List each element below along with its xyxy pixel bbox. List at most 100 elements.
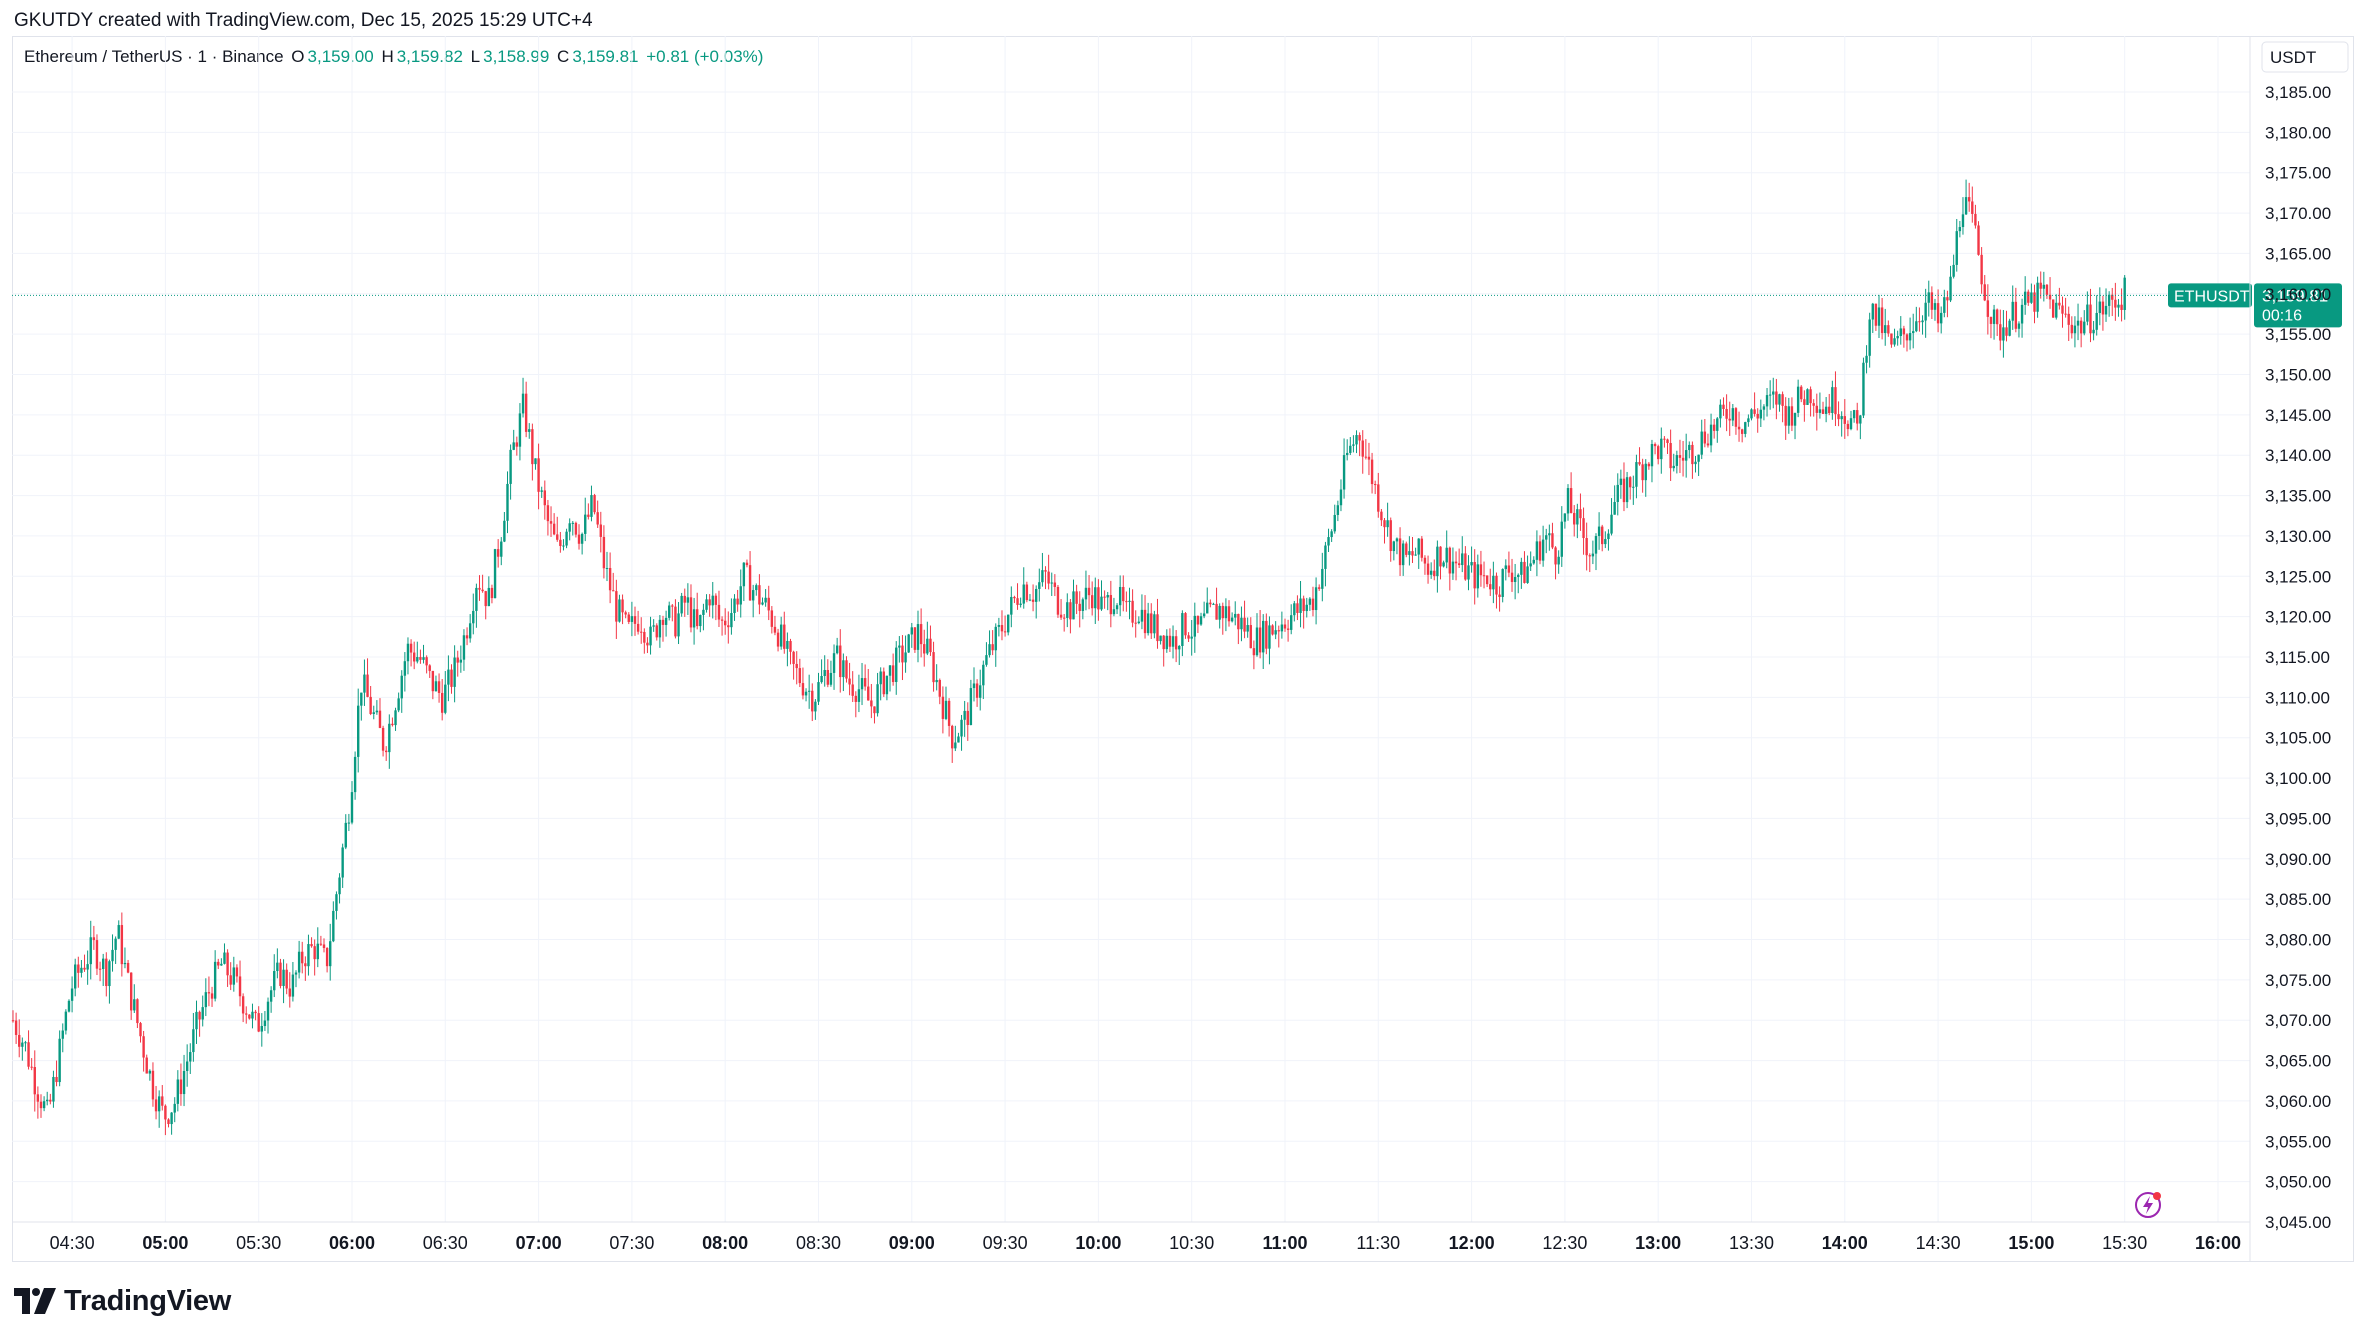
- candle-body: [929, 638, 932, 653]
- candle-body: [1961, 214, 1965, 228]
- candle-body: [1756, 413, 1759, 419]
- candle-body: [829, 672, 833, 685]
- candle-body: [1389, 520, 1392, 552]
- candle-body: [1868, 319, 1871, 356]
- candle-body: [444, 684, 447, 713]
- candle-body: [1361, 440, 1364, 457]
- lightning-icon[interactable]: [2135, 1192, 2161, 1218]
- chart-frame[interactable]: [12, 36, 2354, 1262]
- candle-body: [860, 678, 864, 690]
- candle-body: [2070, 324, 2074, 334]
- candle-body: [1678, 455, 1682, 458]
- candle-body: [1884, 325, 1887, 334]
- candle-body: [776, 632, 780, 647]
- candle-body: [1047, 571, 1050, 584]
- candle-body: [1125, 601, 1128, 603]
- candle-body: [705, 599, 708, 610]
- candle-body: [1908, 333, 1912, 341]
- symbol-legend[interactable]: Ethereum / TetherUS · 1 · Binance O 3,159…: [24, 47, 766, 67]
- candle-body: [1112, 609, 1116, 615]
- time-tick-label: 09:00: [889, 1233, 935, 1253]
- candle-body: [1784, 405, 1787, 426]
- symbol-name[interactable]: Ethereum / TetherUS · 1 · Binance: [24, 47, 284, 66]
- close-value: 3,159.81: [572, 47, 639, 66]
- candle-body: [1936, 303, 1940, 324]
- candle-body: [133, 999, 136, 1011]
- candle-body: [120, 925, 124, 965]
- candle-body: [2039, 282, 2042, 289]
- candle-body: [92, 937, 96, 941]
- candle-body: [842, 660, 845, 678]
- candle-body: [297, 951, 301, 973]
- candle-body: [1675, 455, 1679, 466]
- candle-body: [2104, 305, 2108, 315]
- candle-body: [584, 514, 587, 534]
- candle-body: [70, 988, 74, 1001]
- time-tick-label: 11:30: [1356, 1233, 1400, 1253]
- lightning-icon-ring: [2135, 1192, 2161, 1218]
- candle-body: [571, 522, 574, 524]
- candle-body: [1737, 426, 1741, 430]
- candle-body: [273, 971, 276, 991]
- candle-body: [1787, 406, 1791, 426]
- candle-body: [528, 429, 531, 432]
- candle-body: [988, 644, 991, 656]
- price-tick-label: 3,145.00: [2265, 406, 2331, 425]
- candle-body: [826, 669, 830, 685]
- candle-body: [1538, 541, 1542, 561]
- candle-body: [64, 1011, 68, 1031]
- candle-body: [357, 705, 360, 757]
- candle-body: [1641, 464, 1644, 481]
- candle-body: [39, 1101, 43, 1109]
- candle-body: [1750, 409, 1753, 419]
- high-value: 3,159.82: [396, 47, 463, 66]
- candle-body: [1983, 284, 1986, 301]
- candle-body: [783, 624, 786, 649]
- candle-body: [2020, 304, 2024, 324]
- candle-body: [801, 683, 805, 696]
- candle-body: [1849, 418, 1853, 430]
- candle-body: [428, 665, 431, 671]
- candle-body: [1221, 605, 1224, 619]
- candle-body: [1728, 418, 1731, 421]
- candle-body: [220, 963, 223, 966]
- price-tick-label: 3,115.00: [2265, 648, 2330, 667]
- candle-body: [932, 652, 935, 683]
- candle-body: [1517, 574, 1520, 578]
- candle-body: [1551, 533, 1554, 548]
- candle-body: [1700, 431, 1703, 455]
- open-value: 3,159.00: [307, 47, 374, 66]
- candle-body: [580, 533, 584, 544]
- candle-body: [400, 675, 403, 699]
- candle-body: [409, 643, 413, 653]
- candle-body: [1616, 484, 1619, 502]
- candle-body: [1181, 613, 1184, 646]
- candle-body: [773, 626, 777, 633]
- tradingview-logo[interactable]: TradingView: [14, 1283, 231, 1319]
- candle-body: [633, 616, 637, 624]
- candle-body: [714, 595, 718, 605]
- candle-body: [552, 523, 556, 535]
- candle-body: [1327, 537, 1330, 546]
- candle-body: [587, 514, 590, 517]
- candle-body: [1274, 630, 1277, 635]
- candle-body: [1137, 621, 1141, 624]
- candle-body: [2120, 304, 2123, 310]
- candle-body: [935, 679, 938, 683]
- candle-body: [717, 604, 721, 620]
- candle-body: [807, 690, 811, 692]
- candle-body: [1215, 603, 1218, 620]
- candle-body: [1482, 575, 1486, 577]
- candle-body: [615, 591, 618, 622]
- candle-body: [1106, 595, 1109, 598]
- candle-body: [282, 969, 285, 986]
- candle-body: [1103, 596, 1106, 598]
- candle-body: [994, 626, 997, 651]
- candle-body: [1439, 546, 1442, 567]
- time-tick-label: 15:30: [2102, 1233, 2147, 1253]
- candle-body: [385, 750, 388, 753]
- candle-body: [1930, 292, 1934, 310]
- candle-body: [1066, 602, 1069, 618]
- candle-body: [105, 958, 108, 987]
